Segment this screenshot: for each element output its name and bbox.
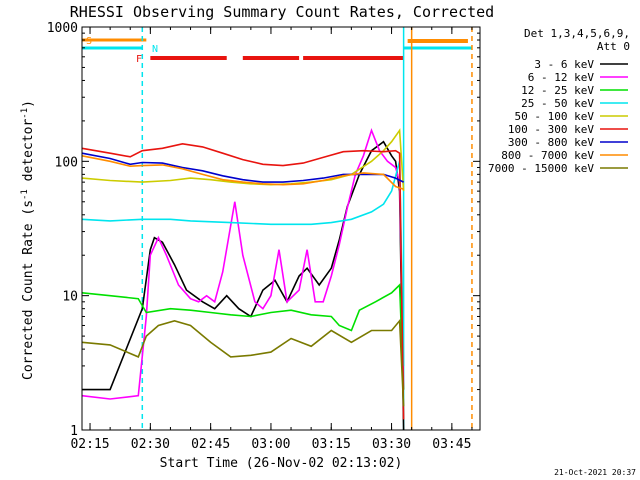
series-layer xyxy=(81,128,405,431)
footer-timestamp: 21-Oct-2021 20:37 xyxy=(554,468,636,477)
y-tick-label: 1 xyxy=(70,424,78,439)
series-line xyxy=(81,152,404,183)
legend-label: 3 - 6 keV xyxy=(534,58,594,71)
legend-header-detectors: Det 1,3,4,5,6,9, xyxy=(524,27,630,40)
chart-title: RHESSI Observing Summary Count Rates, Co… xyxy=(70,3,494,21)
x-tick-label: 03:15 xyxy=(312,437,351,452)
x-tick-label: 03:30 xyxy=(372,437,411,452)
legend-label: 7000 - 15000 keV xyxy=(488,162,594,175)
series-line xyxy=(82,140,405,431)
legend-header-attenuator: Att 0 xyxy=(597,40,630,53)
plot-frame xyxy=(81,26,481,431)
plot-area: S NF xyxy=(81,26,481,431)
legend-label: 800 - 7000 keV xyxy=(501,149,594,162)
y-tick-label: 1000 xyxy=(47,21,78,36)
flag-label: F xyxy=(136,54,142,65)
x-axis: 02:15 02:30 02:45 03:00 03:15 03:30 03:45 xyxy=(70,27,473,452)
series-line xyxy=(81,283,405,390)
y-axis: 1 10 100 1000 xyxy=(47,21,480,439)
legend-label: 300 - 800 keV xyxy=(508,136,594,149)
series-line xyxy=(81,128,405,400)
legend-label: 50 - 100 keV xyxy=(515,110,595,123)
series-line xyxy=(81,155,404,190)
y-tick-label: 100 xyxy=(55,155,78,170)
flag-label: S xyxy=(86,36,92,47)
x-tick-label: 03:00 xyxy=(251,437,290,452)
legend-label: 12 - 25 keV xyxy=(521,84,594,97)
x-tick-label: 02:15 xyxy=(70,437,109,452)
y-tick-label: 10 xyxy=(62,290,78,305)
legend-label: 25 - 50 keV xyxy=(521,97,594,110)
flag-label: N xyxy=(152,44,158,55)
y-axis-label: Corrected Count Rate (s-1 detector-1) xyxy=(20,100,36,380)
series-line xyxy=(81,142,405,420)
series-line xyxy=(81,161,405,366)
legend-label: 6 - 12 keV xyxy=(528,71,595,84)
x-tick-label: 03:45 xyxy=(432,437,471,452)
x-tick-label: 02:30 xyxy=(131,437,170,452)
flags-layer: S NF xyxy=(82,36,472,65)
x-axis-label: Start Time (26-Nov-02 02:13:02) xyxy=(160,456,403,471)
legend-label: 100 - 300 keV xyxy=(508,123,594,136)
vertical-markers xyxy=(141,27,473,430)
x-tick-label: 02:45 xyxy=(191,437,230,452)
series-line xyxy=(81,318,405,407)
